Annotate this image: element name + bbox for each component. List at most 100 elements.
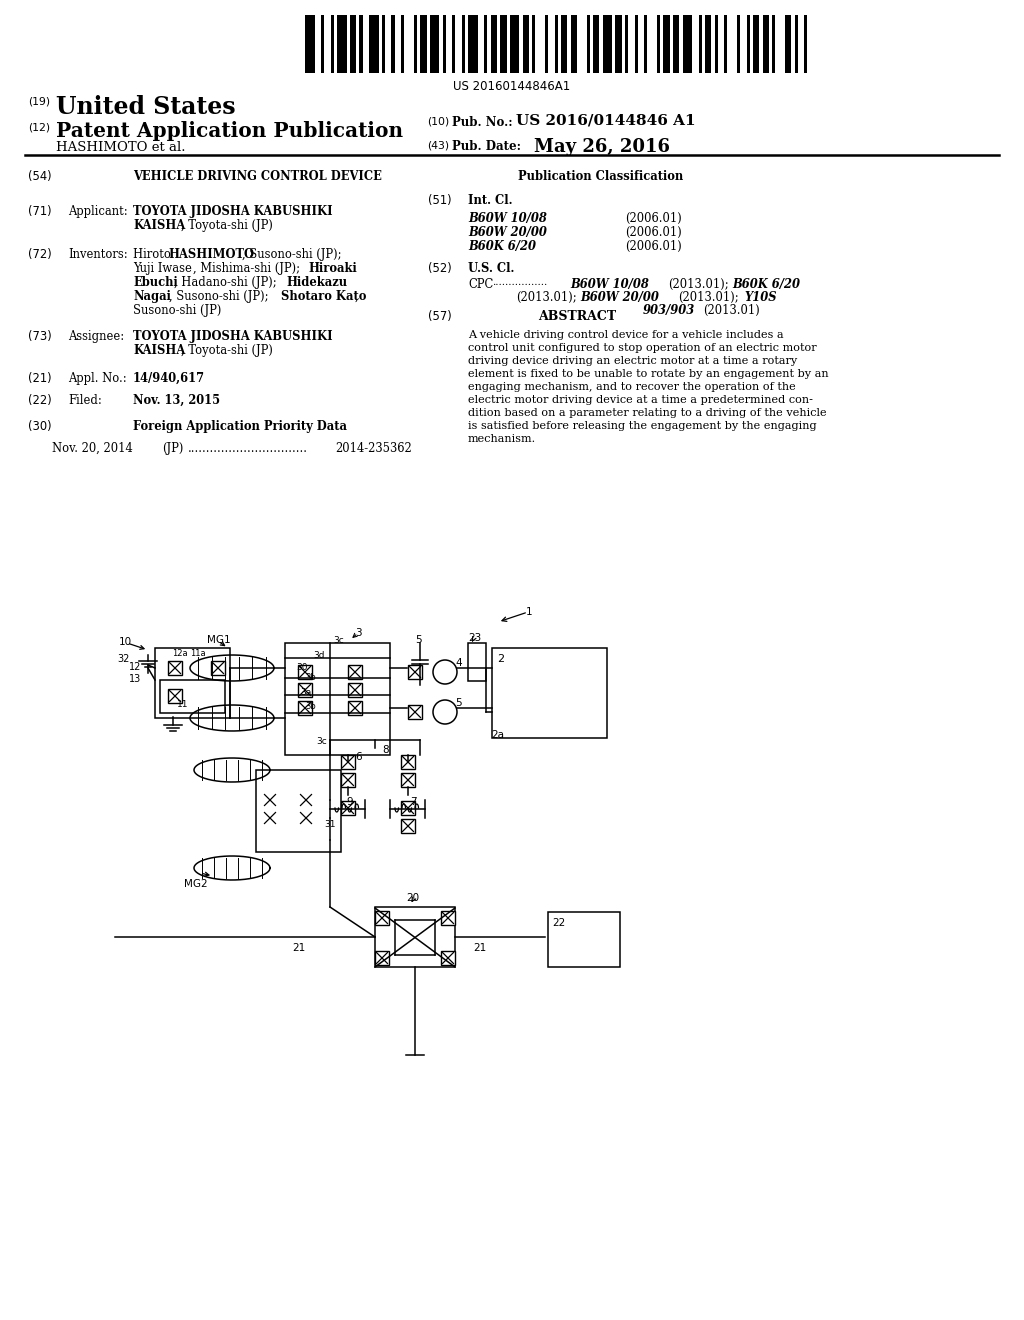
Bar [753, 15, 760, 73]
Text: Assignee:: Assignee: [68, 330, 124, 343]
Bar [570, 15, 577, 73]
Bar [420, 15, 427, 73]
Text: (54): (54) [28, 170, 51, 183]
Text: B60K 6/20: B60K 6/20 [468, 240, 536, 253]
Text: .................: ................. [492, 279, 547, 286]
Bar [635, 15, 638, 73]
Text: 7: 7 [410, 797, 417, 807]
Text: , Toyota-shi (JP): , Toyota-shi (JP) [181, 345, 272, 356]
Bar [375, 911, 389, 925]
Text: (12): (12) [28, 121, 50, 132]
Bar [285, 643, 390, 755]
Bar [442, 15, 445, 73]
Bar [593, 15, 599, 73]
Text: is satisfied before releasing the engagement by the engaging: is satisfied before releasing the engage… [468, 421, 816, 432]
Text: , Mishima-shi (JP);: , Mishima-shi (JP); [193, 261, 304, 275]
Text: B60W 10/08: B60W 10/08 [468, 213, 547, 224]
Text: (2006.01): (2006.01) [625, 226, 682, 239]
Text: 3d: 3d [313, 651, 325, 660]
Text: (73): (73) [28, 330, 52, 343]
Bar [341, 774, 355, 787]
Text: 2: 2 [497, 653, 504, 664]
Text: 3b: 3b [305, 673, 315, 682]
Text: 903/903: 903/903 [643, 304, 695, 317]
Text: (22): (22) [28, 393, 52, 407]
Bar [545, 15, 548, 73]
Text: 31: 31 [324, 820, 336, 829]
Text: Susono-shi (JP): Susono-shi (JP) [133, 304, 221, 317]
Text: TOYOTA JIDOSHA KABUSHIKI: TOYOTA JIDOSHA KABUSHIKI [133, 330, 333, 343]
Bar [532, 15, 536, 73]
Text: United States: United States [56, 95, 236, 119]
Text: Patent Application Publication: Patent Application Publication [56, 121, 403, 141]
Text: element is fixed to be unable to rotate by an engagement by an: element is fixed to be unable to rotate … [468, 370, 828, 379]
Text: (51): (51) [428, 194, 452, 207]
Bar [341, 801, 355, 814]
Bar [772, 15, 775, 73]
Text: Ebuchi: Ebuchi [133, 276, 178, 289]
Text: 21: 21 [473, 942, 486, 953]
Bar [168, 661, 182, 675]
Bar [510, 15, 519, 73]
Text: 3b: 3b [305, 702, 315, 711]
Text: 6: 6 [355, 752, 361, 762]
Bar [522, 15, 529, 73]
Text: (2006.01): (2006.01) [625, 240, 682, 253]
Text: ABSTRACT: ABSTRACT [538, 310, 616, 323]
Text: U.S. Cl.: U.S. Cl. [468, 261, 514, 275]
Bar [561, 15, 567, 73]
Text: 3a: 3a [300, 688, 311, 697]
Text: A vehicle driving control device for a vehicle includes a: A vehicle driving control device for a v… [468, 330, 783, 341]
Text: Nov. 20, 2014: Nov. 20, 2014 [52, 442, 133, 455]
Bar [341, 755, 355, 770]
Bar [746, 15, 750, 73]
Text: (57): (57) [428, 310, 452, 323]
Text: (2013.01);: (2013.01); [668, 279, 729, 290]
Text: (JP): (JP) [162, 442, 183, 455]
Text: Foreign Application Priority Data: Foreign Application Priority Data [133, 420, 347, 433]
Bar [715, 15, 718, 73]
Bar [453, 15, 456, 73]
Bar [382, 15, 385, 73]
Bar [548, 912, 620, 968]
Bar [555, 15, 558, 73]
Text: 8: 8 [382, 744, 389, 755]
Text: , Toyota-shi (JP): , Toyota-shi (JP) [181, 219, 272, 232]
Text: (72): (72) [28, 248, 52, 261]
Bar [375, 950, 389, 965]
Text: Nagai: Nagai [133, 290, 171, 304]
Bar [299, 793, 313, 807]
Text: , Hadano-shi (JP);: , Hadano-shi (JP); [174, 276, 281, 289]
Bar [408, 665, 422, 678]
Text: B60K 6/20: B60K 6/20 [732, 279, 800, 290]
Text: (19): (19) [28, 96, 50, 107]
Bar [375, 907, 455, 968]
Bar [683, 15, 692, 73]
Bar [391, 15, 394, 73]
Text: Inventors:: Inventors: [68, 248, 128, 261]
Text: 23: 23 [468, 634, 481, 643]
Bar [298, 682, 312, 697]
Text: Hidekazu: Hidekazu [286, 276, 347, 289]
Bar [705, 15, 712, 73]
Text: B60W 10/08: B60W 10/08 [570, 279, 649, 290]
Bar [305, 15, 314, 73]
Bar [331, 15, 334, 73]
Bar [168, 689, 182, 704]
Text: HASHIMOTO et al.: HASHIMOTO et al. [56, 141, 185, 154]
Text: Pub. No.:: Pub. No.: [452, 116, 513, 129]
Text: Appl. No.:: Appl. No.: [68, 372, 127, 385]
Text: Filed:: Filed: [68, 393, 101, 407]
Circle shape [433, 700, 457, 723]
Text: 5: 5 [415, 635, 422, 645]
Bar [348, 665, 362, 678]
Text: 30: 30 [296, 663, 307, 672]
Bar [298, 665, 312, 678]
Bar [644, 15, 647, 73]
Bar [348, 682, 362, 697]
Bar [348, 701, 362, 715]
Text: 21: 21 [292, 942, 305, 953]
Text: dition based on a parameter relating to a driving of the vehicle: dition based on a parameter relating to … [468, 408, 826, 418]
Text: 3c: 3c [333, 636, 344, 645]
Bar [408, 705, 422, 719]
